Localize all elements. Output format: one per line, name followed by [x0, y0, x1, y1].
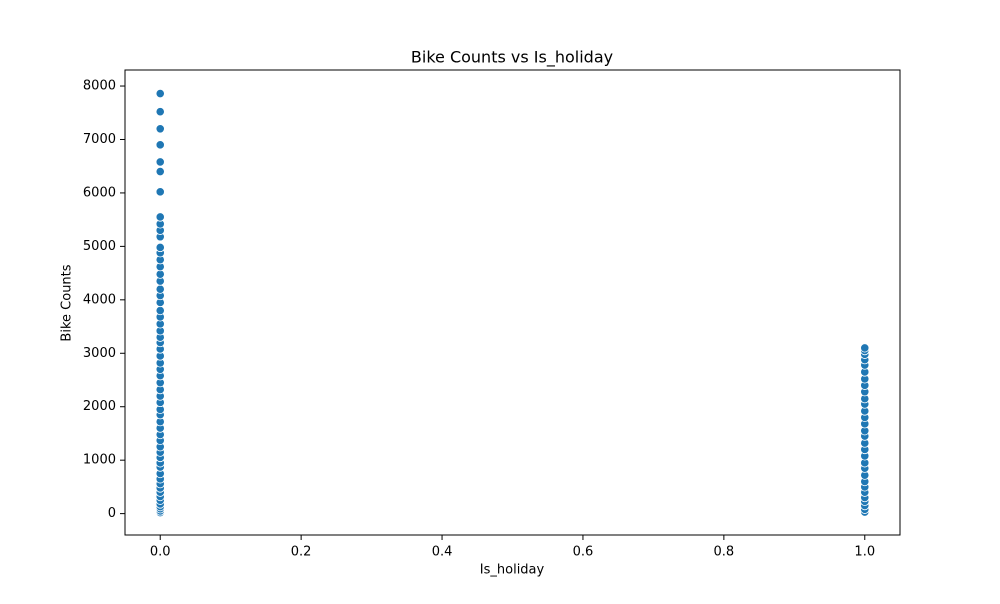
plot-frame: [124, 69, 901, 536]
y-tick-label: 8000: [83, 79, 116, 94]
point: [155, 212, 165, 222]
point: [155, 157, 165, 167]
point: [155, 305, 165, 316]
x-tick-label: 0.4: [432, 545, 453, 560]
chart-title: Bike Counts vs Is_holiday: [411, 48, 613, 68]
x-tick-label: 0.2: [291, 545, 312, 560]
point: [155, 284, 165, 294]
point: [155, 88, 165, 99]
y-tick-label: 7000: [83, 132, 116, 147]
y-tick-label: 0: [108, 506, 116, 521]
y-tick-label: 3000: [83, 346, 116, 361]
x-axis-label: Is_holiday: [480, 563, 545, 578]
point: [155, 124, 165, 134]
point: [155, 107, 165, 117]
point: [860, 343, 870, 353]
y-axis-label: Bike Counts: [60, 264, 75, 341]
y-tick-label: 4000: [83, 292, 116, 307]
x-tick-label: 0.0: [150, 545, 171, 560]
x-tick-label: 1.0: [854, 545, 875, 560]
y-tick-label: 2000: [83, 399, 116, 414]
point: [155, 140, 165, 150]
point: [155, 166, 165, 177]
y-tick-label: 5000: [83, 239, 116, 254]
point: [155, 242, 165, 253]
y-tick-label: 6000: [83, 185, 116, 200]
point: [155, 187, 165, 197]
x-tick-label: 0.6: [573, 545, 594, 560]
y-tick-label: 1000: [83, 453, 116, 468]
x-tick-label: 0.8: [714, 545, 735, 560]
